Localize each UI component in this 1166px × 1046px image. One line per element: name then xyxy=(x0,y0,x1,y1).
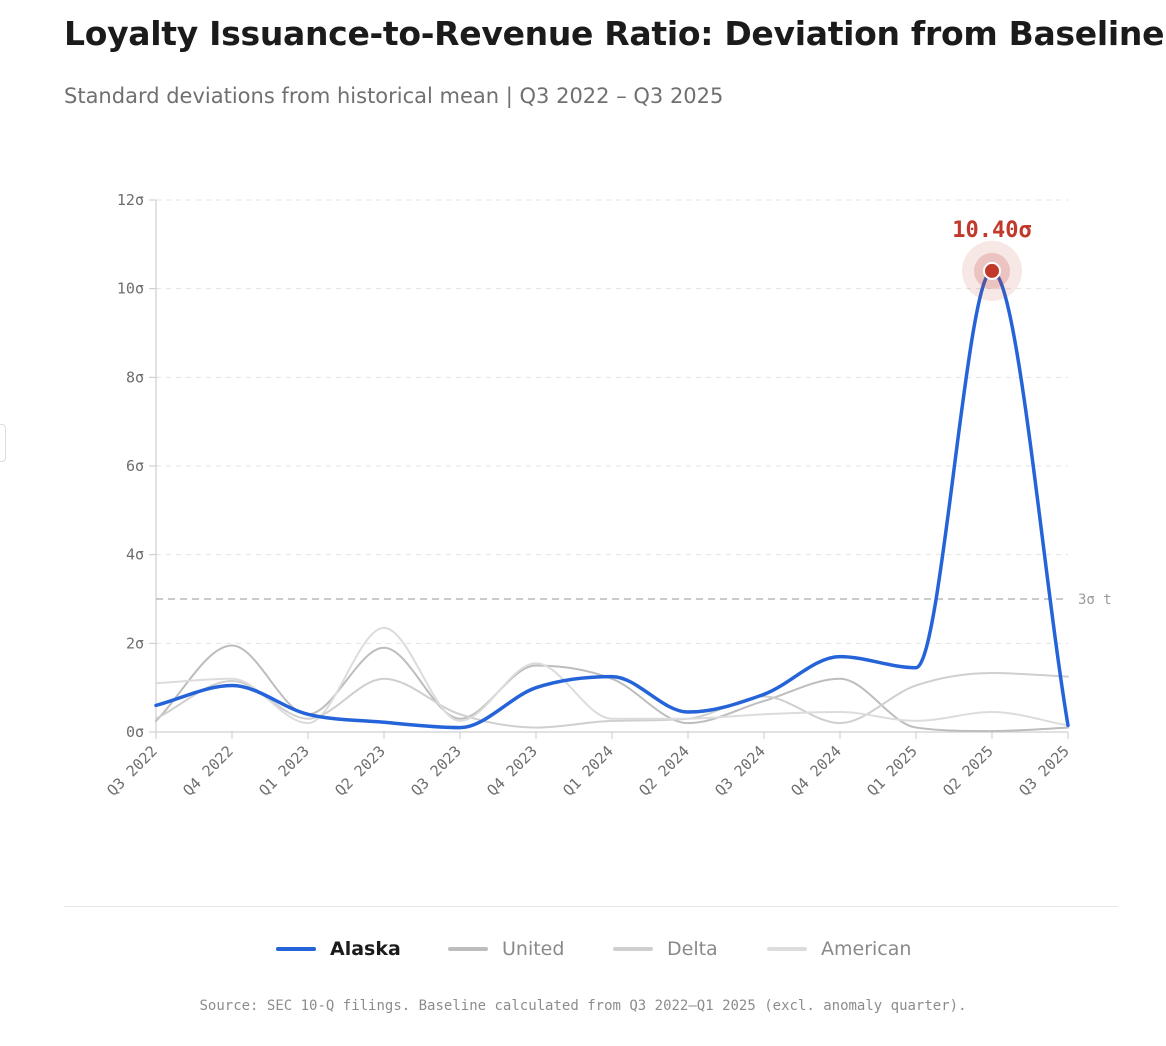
legend-label-united: United xyxy=(502,938,565,960)
peak-value-label: 10.40σ xyxy=(952,218,1031,243)
x-tick-label-q2-2023: Q2 2023 xyxy=(331,742,388,799)
legend-label-delta: Delta xyxy=(667,938,718,960)
peak-point xyxy=(983,261,1001,280)
x-tick-label-q2-2024: Q2 2024 xyxy=(635,742,692,799)
x-tick-label-q3-2022: Q3 2022 xyxy=(103,742,160,799)
y-tick-label-6: 6σ xyxy=(126,457,144,475)
threshold-label: 3σ t xyxy=(1078,592,1112,608)
legend: Alaska United Delta American xyxy=(0,932,1166,966)
y-tick-label-0: 0σ xyxy=(126,723,144,741)
x-tick-label-q3-2024: Q3 2024 xyxy=(711,742,768,799)
series-line-delta xyxy=(155,672,1069,729)
x-tick-label-q4-2024: Q4 2024 xyxy=(787,742,844,799)
legend-item-alaska[interactable]: Alaska xyxy=(276,932,401,966)
annotation: 10.40σ xyxy=(952,218,1032,301)
y-tick-label-8: 8σ xyxy=(126,368,144,386)
y-tick-label-4: 4σ xyxy=(126,546,144,564)
legend-item-american[interactable]: American xyxy=(767,932,911,966)
y-tick-label-2: 2σ xyxy=(126,634,144,652)
x-tick-label-q2-2025: Q2 2025 xyxy=(939,742,996,799)
grid-lines xyxy=(156,199,1068,644)
threshold: 3σ t xyxy=(156,592,1112,608)
legend-divider xyxy=(64,906,1118,907)
y-tick-label-10: 10σ xyxy=(117,280,144,298)
legend-swatch-united xyxy=(448,947,488,951)
x-tick-label-q3-2025: Q3 2025 xyxy=(1015,742,1072,799)
series-lines xyxy=(154,269,1070,733)
side-panel-tab[interactable] xyxy=(0,424,6,462)
x-tick-label-q4-2023: Q4 2023 xyxy=(483,742,540,799)
legend-label-american: American xyxy=(821,938,912,960)
legend-swatch-alaska xyxy=(276,947,316,951)
legend-item-united[interactable]: United xyxy=(448,932,564,966)
axes xyxy=(149,199,1069,739)
series-line-american xyxy=(155,626,1069,727)
legend-label-alaska: Alaska xyxy=(330,938,401,960)
legend-item-delta[interactable]: Delta xyxy=(613,932,718,966)
series-line-alaska xyxy=(154,269,1070,730)
x-tick-label-q4-2022: Q4 2022 xyxy=(179,742,236,799)
chart-title: Loyalty Issuance-to-Revenue Ratio: Devia… xyxy=(64,14,1165,53)
x-tick-label-q1-2024: Q1 2024 xyxy=(559,742,616,799)
chart-subtitle: Standard deviations from historical mean… xyxy=(64,84,724,108)
y-tick-label-12: 12σ xyxy=(117,191,144,209)
source-note: Source: SEC 10-Q filings. Baseline calcu… xyxy=(199,998,967,1014)
x-tick-label-q1-2023: Q1 2023 xyxy=(255,742,312,799)
tick-labels: 0σ 2σ 4σ 6σ 8σ 10σ 12σ Q3 2022 Q4 2022 Q1 2023 Q2 … xyxy=(103,191,1072,800)
legend-swatch-delta xyxy=(613,947,653,951)
legend-swatch-american xyxy=(767,947,807,951)
line-chart: 3σ t 10.40σ 0σ 2σ 4σ 6σ 8σ 10σ 12σ Q3 2022 Q4 20… xyxy=(103,191,1112,800)
x-tick-label-q1-2025: Q1 2025 xyxy=(863,742,920,799)
x-tick-label-q3-2023: Q3 2023 xyxy=(407,742,464,799)
